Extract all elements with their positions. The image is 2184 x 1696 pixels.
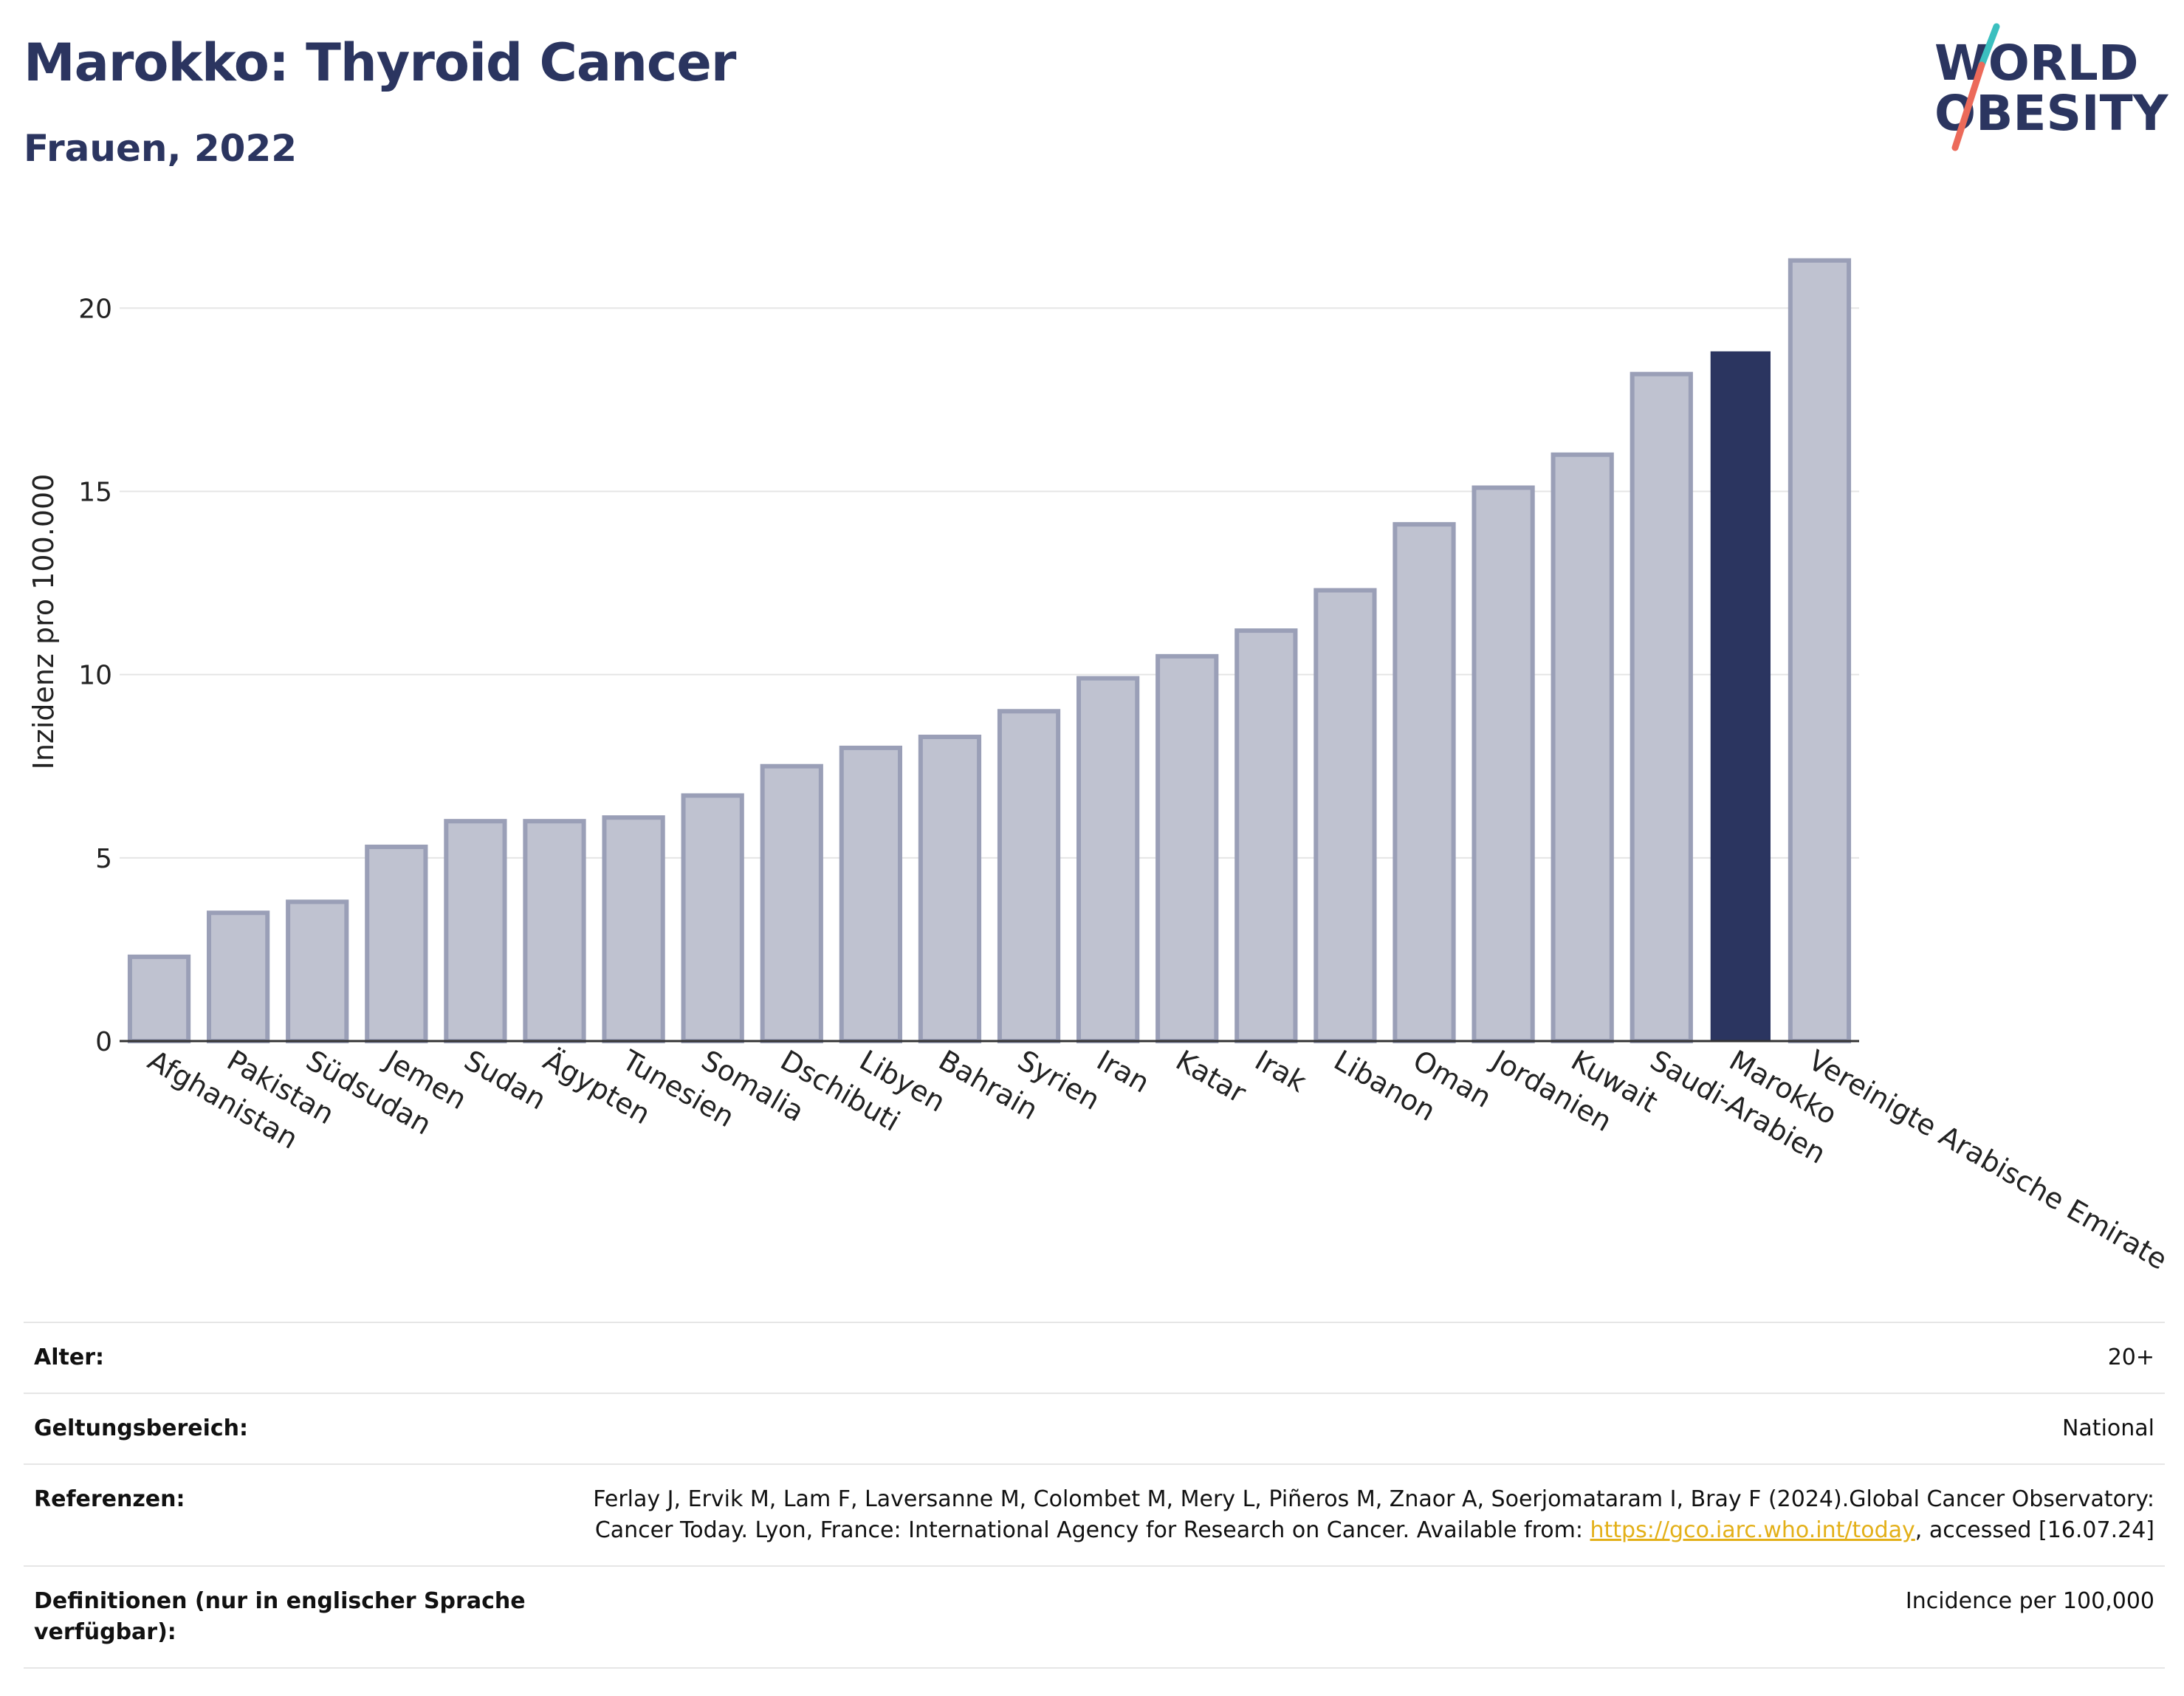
chart-title: Marokko: Thyroid Cancer — [24, 32, 736, 93]
bar-jordanien[interactable] — [1472, 485, 1535, 1043]
x-tick-label: Vereinigte Arabische Emirate — [1803, 1044, 2173, 1277]
bar-chart: 0 5 10 15 20 AfghanistanPakistanSüdsudanJeme… — [27, 258, 2173, 1277]
bars — [127, 258, 1852, 1044]
y-tick-label: 5 — [95, 844, 112, 874]
y-tick-label: 10 — [78, 661, 112, 691]
references-text: Ferlay J, Ervik M, Lam F, Laversanne M, … — [593, 1486, 2154, 1543]
world-obesity-logo: WORLD OBESITY — [1934, 23, 2169, 151]
y-tick-labels: 0 5 10 15 20 — [78, 294, 112, 1057]
y-axis-title: Inzidenz pro 100.000 — [27, 474, 60, 770]
bar-iran[interactable] — [1076, 676, 1140, 1043]
logo-slash-coral — [1951, 61, 1985, 151]
bar-bahrain[interactable] — [918, 735, 982, 1043]
logo-slash-teal — [1978, 23, 2000, 69]
bar-ägypten[interactable] — [523, 819, 586, 1043]
references-link[interactable]: https://gco.iarc.who.int/today — [1590, 1517, 1915, 1543]
meta-row-references: Referenzen: Ferlay J, Ervik M, Lam F, La… — [24, 1463, 2165, 1566]
meta-references-label: Referenzen: — [24, 1463, 546, 1566]
bar-libanon[interactable] — [1314, 588, 1377, 1043]
bar-katar[interactable] — [1155, 653, 1219, 1043]
bar-pakistan[interactable] — [207, 910, 270, 1043]
y-tick-label: 20 — [78, 294, 112, 324]
bar-sudan[interactable] — [444, 819, 507, 1043]
bar-kuwait[interactable] — [1551, 452, 1614, 1043]
bar-vereinigte-arabische-emirate[interactable] — [1788, 258, 1852, 1043]
meta-age-label: Alter: — [24, 1322, 546, 1393]
meta-definitions-label: Definitionen (nur in englischer Sprache … — [24, 1565, 546, 1669]
meta-row-definitions: Definitionen (nur in englischer Sprache … — [24, 1565, 2165, 1669]
y-tick-label: 0 — [95, 1027, 112, 1057]
bar-jemen[interactable] — [365, 844, 428, 1043]
meta-row-scope: Geltungsbereich: National — [24, 1393, 2165, 1464]
bar-syrien[interactable] — [997, 709, 1061, 1043]
bar-somalia[interactable] — [681, 793, 744, 1044]
bar-libyen[interactable] — [839, 745, 902, 1044]
meta-definitions-value: Incidence per 100,000 — [546, 1565, 2165, 1669]
bar-marokko[interactable] — [1710, 351, 1771, 1042]
bar-oman[interactable] — [1393, 522, 1456, 1043]
bar-südsudan[interactable] — [286, 899, 349, 1044]
bar-tunesien[interactable] — [602, 815, 665, 1043]
chart-subtitle: Frauen, 2022 — [24, 127, 298, 170]
logo-word-world: WORLD — [1934, 35, 2139, 92]
x-tick-label: Irak — [1249, 1044, 1311, 1099]
x-tick-labels: AfghanistanPakistanSüdsudanJemenSudanÄgy… — [142, 1043, 2173, 1277]
bar-irak[interactable] — [1234, 628, 1298, 1043]
bar-afghanistan[interactable] — [127, 954, 191, 1043]
metadata-table: Alter: 20+ Geltungsbereich: National Ref… — [24, 1322, 2165, 1669]
meta-scope-label: Geltungsbereich: — [24, 1393, 546, 1464]
x-tick-label: Sudan — [459, 1044, 552, 1116]
meta-row-age: Alter: 20+ — [24, 1322, 2165, 1393]
references-accessed: , accessed [16.07.24] — [1915, 1517, 2154, 1543]
meta-references-value: Ferlay J, Ervik M, Lam F, Laversanne M, … — [546, 1463, 2165, 1566]
y-tick-label: 15 — [78, 477, 112, 507]
x-tick-label: Katar — [1170, 1044, 1251, 1110]
bar-dschibuti[interactable] — [760, 763, 823, 1044]
bar-saudi-arabien[interactable] — [1630, 371, 1693, 1044]
meta-age-value: 20+ — [546, 1322, 2165, 1393]
meta-scope-value: National — [546, 1393, 2165, 1464]
